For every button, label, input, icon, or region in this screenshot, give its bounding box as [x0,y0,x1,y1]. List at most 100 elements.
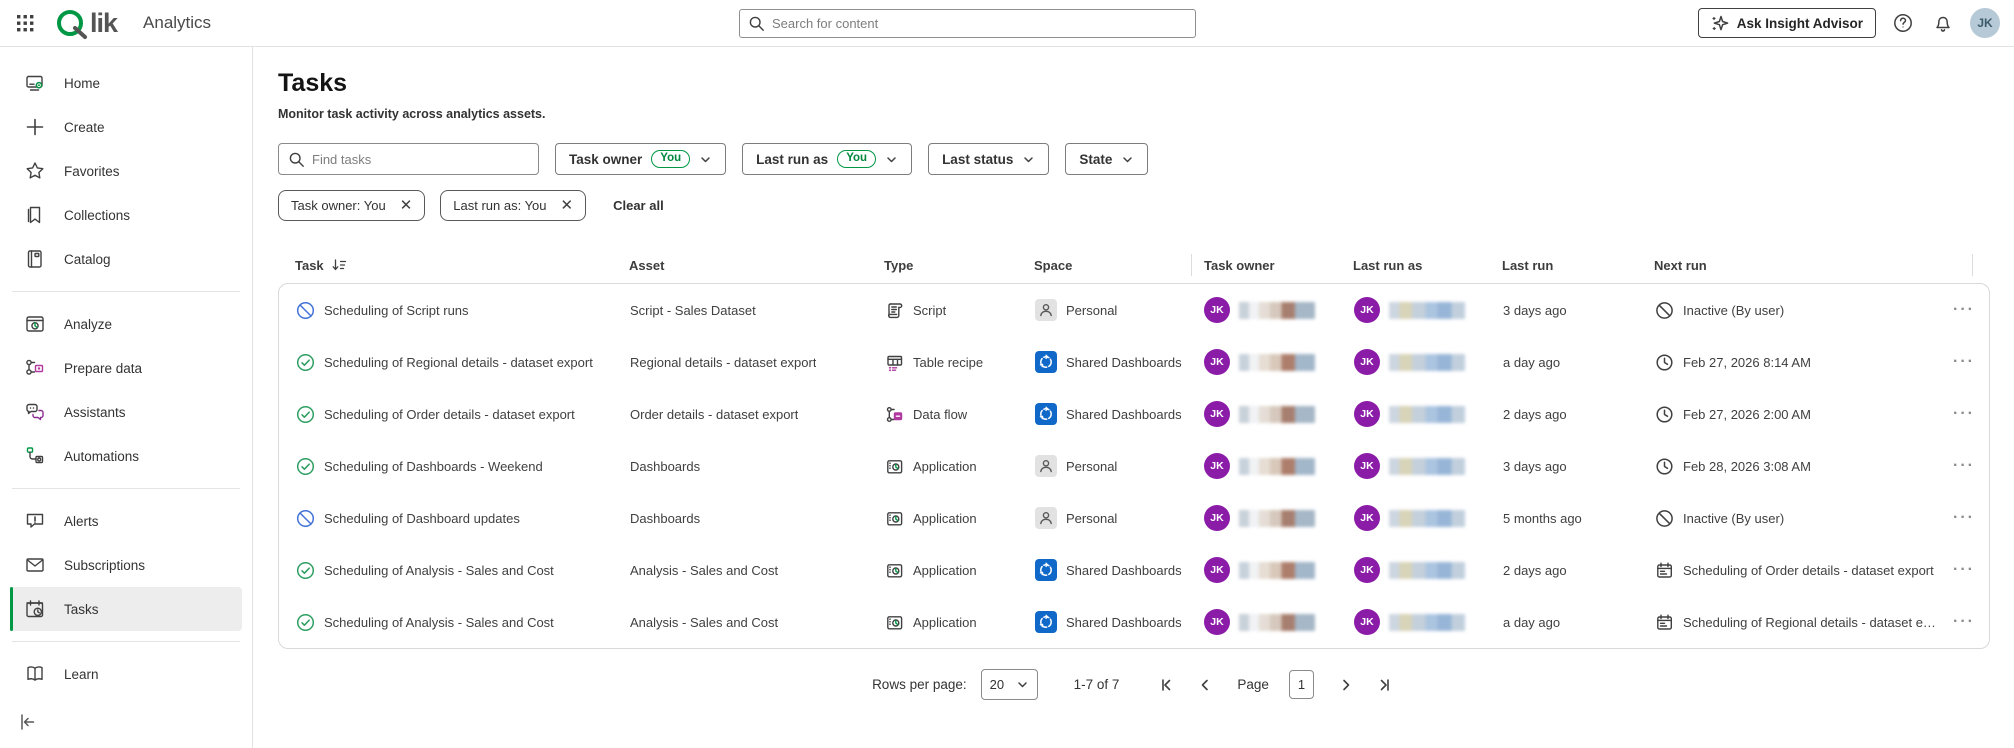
sidebar-item-create[interactable]: Create [10,105,242,149]
help-button[interactable] [1890,10,1916,36]
bell-icon [1933,13,1953,33]
last-page-icon [1375,676,1393,694]
app-launcher-waffle-icon[interactable] [12,10,38,36]
space-icon [1035,507,1057,529]
row-actions-button[interactable]: ··· [1953,561,1975,578]
redacted-runas-name [1389,561,1465,579]
last-run-cell: a day ago [1503,354,1561,370]
table-header: Task Asset Type Space Task owner Last run as L… [278,247,1990,283]
row-actions-button[interactable]: ··· [1953,509,1975,526]
find-tasks-box[interactable] [278,143,539,175]
last-page-button[interactable] [1372,673,1396,697]
rows-per-page-select[interactable]: 20 [980,669,1038,700]
global-search[interactable] [739,9,1196,38]
row-actions-button[interactable]: ··· [1953,353,1975,370]
page-number-input[interactable] [1288,670,1314,699]
close-icon[interactable]: ✕ [399,197,413,214]
table-row[interactable]: Scheduling of Order details - dataset ex… [279,388,1989,440]
nav-item-label: Home [64,75,101,91]
column-header-task-owner[interactable]: Task owner [1191,254,1353,276]
task-name-link[interactable]: Scheduling of Script runs [324,302,469,318]
sidebar-item-catalog[interactable]: Catalog [10,237,242,281]
type-icon [885,613,904,632]
space-icon [1035,299,1057,321]
last-run-cell: 3 days ago [1503,458,1567,474]
table-row[interactable]: Scheduling of Dashboard updates Dashboar… [279,492,1989,544]
sidebar-item-collections[interactable]: Collections [10,193,242,237]
previous-page-button[interactable] [1193,673,1217,697]
redacted-runas-name [1389,457,1465,475]
nav-item-label: Tasks [64,601,99,617]
column-header-next-run[interactable]: Next run [1654,254,1940,276]
task-name-link[interactable]: Scheduling of Dashboards - Weekend [324,458,543,474]
type-icon [885,301,904,320]
filter-chip[interactable]: Task owner: You ✕ [278,190,426,221]
filter-dropdown-last-status[interactable]: Last status [928,143,1050,175]
close-icon[interactable]: ✕ [560,197,574,214]
nav-item-label: Automations [64,448,140,464]
column-header-asset[interactable]: Asset [629,254,884,276]
last-run-as-avatar: JK [1354,557,1380,583]
next-run-icon [1655,613,1674,632]
row-actions-button[interactable]: ··· [1953,301,1975,318]
table-row[interactable]: Scheduling of Regional details - dataset… [279,336,1989,388]
asset-cell: Dashboards [630,510,701,526]
filter-label: Last run as [756,151,829,167]
table-row[interactable]: Scheduling of Analysis - Sales and Cost … [279,544,1989,596]
filter-dropdown-task-owner[interactable]: Task owner You [555,143,727,175]
user-avatar[interactable]: JK [1970,8,2000,38]
sidebar-item-analyze[interactable]: Analyze [10,302,242,346]
column-header-task[interactable]: Task [295,254,629,276]
next-page-button[interactable] [1334,673,1358,697]
first-page-button[interactable] [1155,673,1179,697]
filter-chip[interactable]: Last run as: You ✕ [440,190,587,221]
column-header-type[interactable]: Type [884,254,1034,276]
next-run-icon [1655,405,1674,424]
row-actions-button[interactable]: ··· [1953,457,1975,474]
sidebar-item-favorites[interactable]: Favorites [10,149,242,193]
task-name-link[interactable]: Scheduling of Order details - dataset ex… [324,406,575,422]
row-actions-button[interactable]: ··· [1953,613,1975,630]
task-name-link[interactable]: Scheduling of Dashboard updates [324,510,520,526]
clear-all-link[interactable]: Clear all [613,198,664,213]
type-icon [885,561,904,580]
table-row[interactable]: Scheduling of Script runs Script - Sales… [279,284,1989,336]
sidebar-item-learn[interactable]: Learn [10,652,242,696]
space-cell: Shared Dashboards [1066,562,1182,578]
sidebar-item-tasks[interactable]: Tasks [10,587,242,631]
task-owner-avatar: JK [1204,557,1230,583]
table-row[interactable]: Scheduling of Dashboards - Weekend Dashb… [279,440,1989,492]
row-actions-button[interactable]: ··· [1953,405,1975,422]
chevron-down-icon [699,153,712,166]
sidebar-item-assistants[interactable]: Assistants [10,390,242,434]
table-row[interactable]: Scheduling of Analysis - Sales and Cost … [279,596,1989,648]
global-search-input[interactable] [772,16,1187,31]
notifications-button[interactable] [1930,10,1956,36]
redacted-runas-name [1389,405,1465,423]
sidebar-item-alerts[interactable]: Alerts [10,499,242,543]
filter-dropdown-state[interactable]: State [1065,143,1149,175]
column-header-last-run[interactable]: Last run [1502,254,1654,276]
nav-item-icon [24,204,46,226]
task-name-link[interactable]: Scheduling of Analysis - Sales and Cost [324,614,554,630]
column-header-space[interactable]: Space [1034,254,1203,276]
sidebar-collapse-button[interactable] [16,710,40,734]
task-name-link[interactable]: Scheduling of Regional details - dataset… [324,354,593,370]
find-tasks-input[interactable] [312,151,529,167]
help-icon [1892,12,1914,34]
sort-icon [331,257,347,273]
space-icon [1035,455,1057,477]
sidebar-item-subscriptions[interactable]: Subscriptions [10,543,242,587]
sidebar-item-prepare-data[interactable]: Prepare data [10,346,242,390]
task-name-link[interactable]: Scheduling of Analysis - Sales and Cost [324,562,554,578]
ask-insight-advisor-button[interactable]: Ask Insight Advisor [1697,8,1876,38]
filter-dropdown-last-run-as[interactable]: Last run as You [742,143,913,175]
sidebar-item-home[interactable]: Home [10,61,242,105]
type-cell: Table recipe [913,354,984,370]
column-header-last-run-as[interactable]: Last run as [1353,254,1502,276]
space-cell: Shared Dashboards [1066,406,1182,422]
row-range-text: 1-7 of 7 [1073,677,1120,692]
chevron-down-icon [1022,153,1035,166]
sidebar-item-automations[interactable]: Automations [10,434,242,478]
nav-item-icon [24,554,46,576]
